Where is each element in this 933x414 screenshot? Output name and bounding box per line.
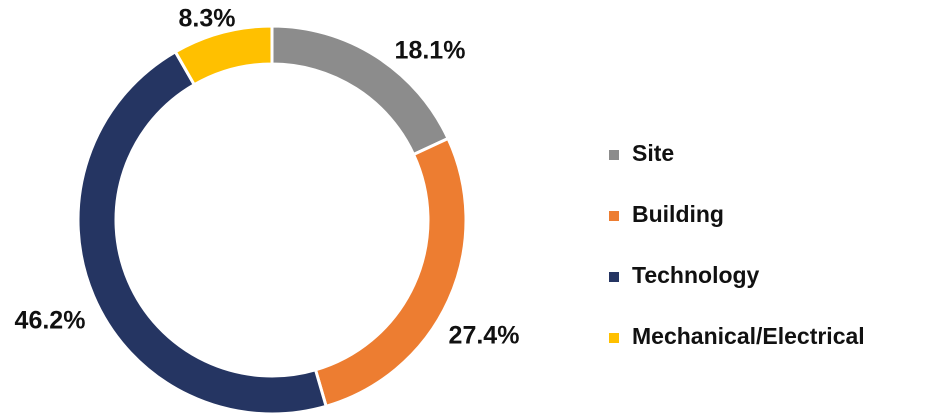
- value-label: 46.2%: [15, 307, 86, 335]
- donut-slice: [173, 24, 274, 87]
- legend-label: Building: [632, 201, 724, 227]
- legend-swatch: [609, 150, 619, 160]
- donut-slice: [313, 136, 468, 409]
- legend-label: Mechanical/Electrical: [632, 323, 865, 349]
- value-label: 8.3%: [179, 5, 236, 33]
- legend-swatch: [609, 211, 619, 221]
- legend-swatch: [609, 272, 619, 282]
- legend-label: Technology: [632, 262, 760, 288]
- donut-slice: [76, 49, 328, 414]
- value-label: 18.1%: [395, 37, 466, 65]
- legend-swatch: [609, 333, 619, 343]
- value-label: 27.4%: [449, 322, 520, 350]
- legend-label: Site: [632, 140, 674, 166]
